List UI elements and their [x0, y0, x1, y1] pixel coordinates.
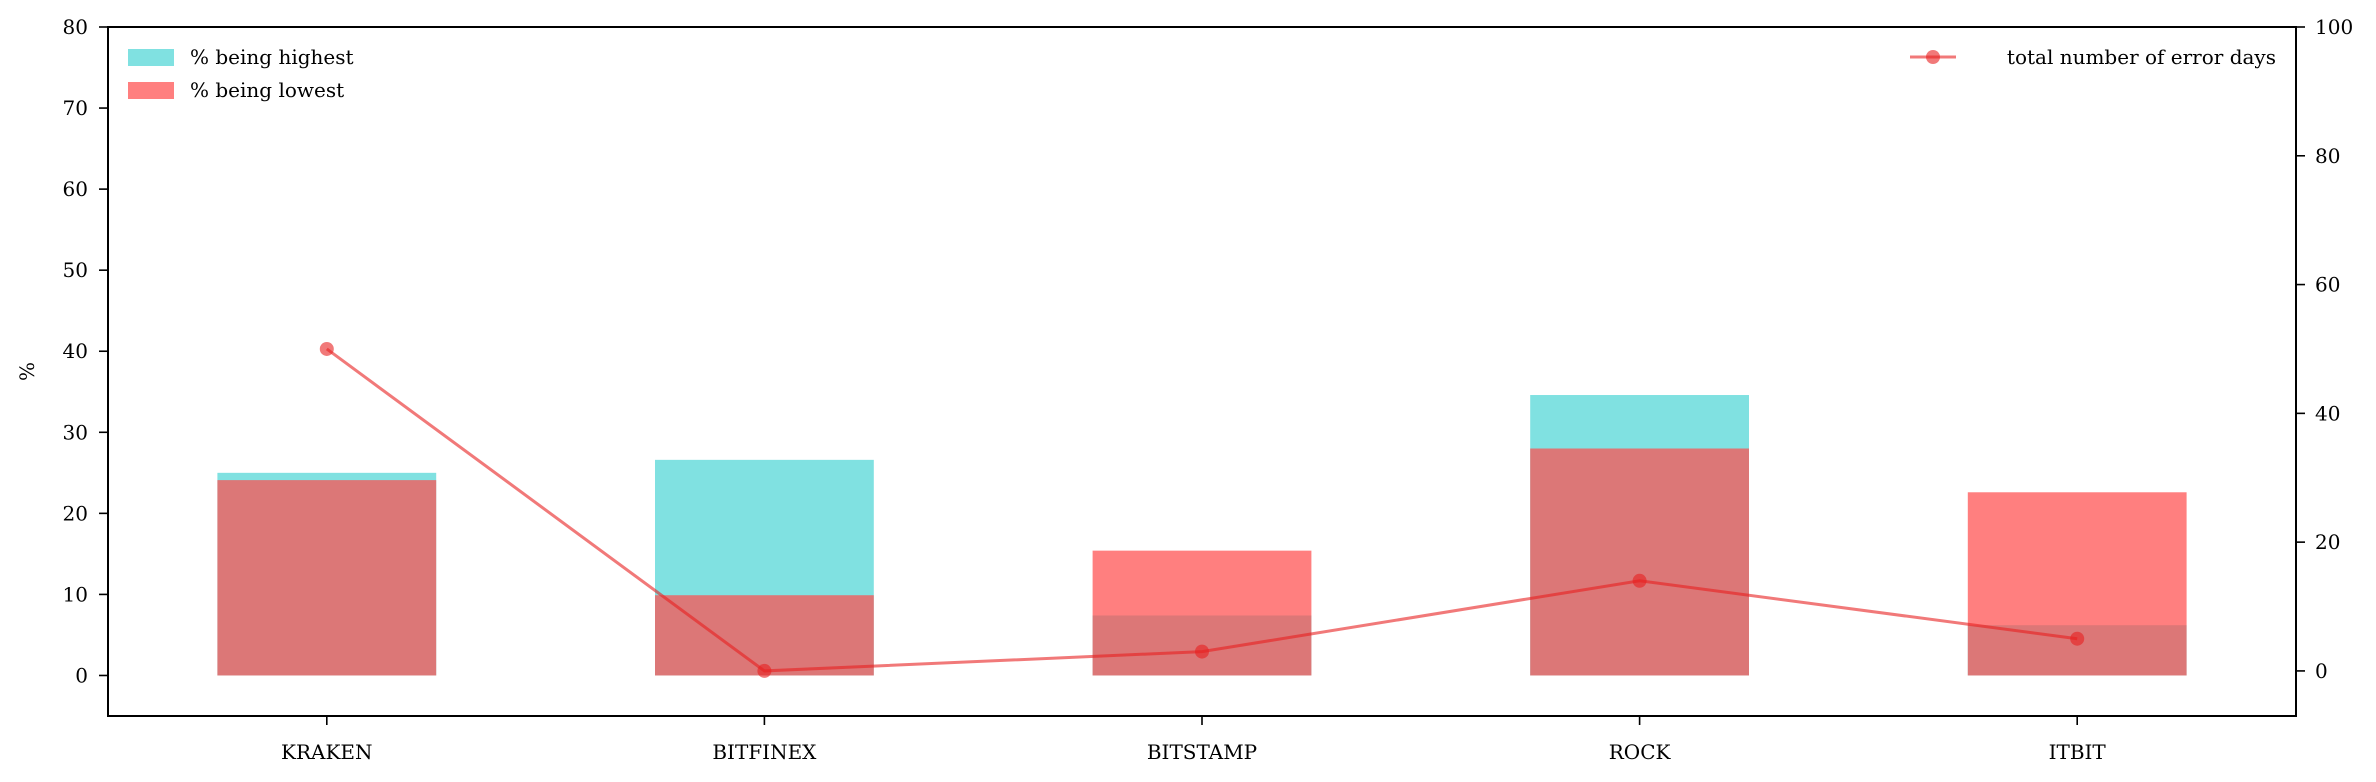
y-tick-label: 40 — [63, 339, 88, 363]
x-tick-label: BITFINEX — [712, 740, 817, 764]
bar-lowest-rock — [1530, 448, 1749, 676]
point-error-days-rock — [1632, 573, 1647, 588]
bar-lowest-kraken — [217, 480, 437, 676]
y-axis-label: % — [15, 362, 39, 381]
y2-tick-label: 100 — [2315, 15, 2353, 39]
legend-swatch-highest — [128, 49, 174, 66]
x-tick-label: ITBIT — [2049, 740, 2107, 764]
x-tick-label: BITSTAMP — [1147, 740, 1257, 764]
legend-left: % being highest % being lowest — [128, 45, 354, 102]
legend-marker-error-days — [1926, 50, 1940, 64]
legend-right: total number of error days — [1910, 45, 2276, 69]
y-tick-label: 20 — [63, 501, 88, 525]
point-error-days-itbit — [2070, 631, 2085, 646]
legend-label-lowest: % being lowest — [190, 78, 344, 102]
bar-lowest-bitfinex — [655, 595, 874, 676]
y-tick-label: 70 — [63, 96, 88, 120]
y-tick-label: 0 — [75, 663, 88, 687]
y-tick-label: 50 — [63, 258, 88, 282]
y-axis-left: 0 10 20 30 40 50 60 70 80 — [63, 15, 108, 687]
y2-tick-label: 40 — [2315, 401, 2340, 425]
y2-tick-label: 0 — [2315, 659, 2328, 683]
y-axis-right: 0 20 40 60 80 100 — [2296, 15, 2353, 683]
y-tick-label: 80 — [63, 15, 88, 39]
legend-swatch-lowest — [128, 82, 174, 99]
point-error-days-bitstamp — [1195, 644, 1209, 659]
bars-layer — [217, 395, 2187, 676]
bar-lowest-itbit — [1967, 492, 2187, 676]
line-layer — [319, 341, 2085, 678]
x-tick-label: KRAKEN — [281, 740, 372, 764]
legend-label-highest: % being highest — [190, 45, 354, 69]
y2-tick-label: 60 — [2315, 273, 2340, 297]
x-axis: KRAKEN BITFINEX BITSTAMP ROCK ITBIT — [281, 716, 2106, 764]
y-tick-label: 30 — [63, 420, 88, 444]
legend-label-error-days: total number of error days — [2007, 45, 2276, 69]
point-error-days-kraken — [319, 341, 334, 356]
point-error-days-bitfinex — [757, 663, 772, 678]
y2-tick-label: 20 — [2315, 530, 2340, 554]
y2-tick-label: 80 — [2315, 144, 2340, 168]
y-tick-label: 60 — [63, 177, 88, 201]
x-tick-label: ROCK — [1609, 740, 1672, 764]
y-tick-label: 10 — [63, 582, 88, 606]
